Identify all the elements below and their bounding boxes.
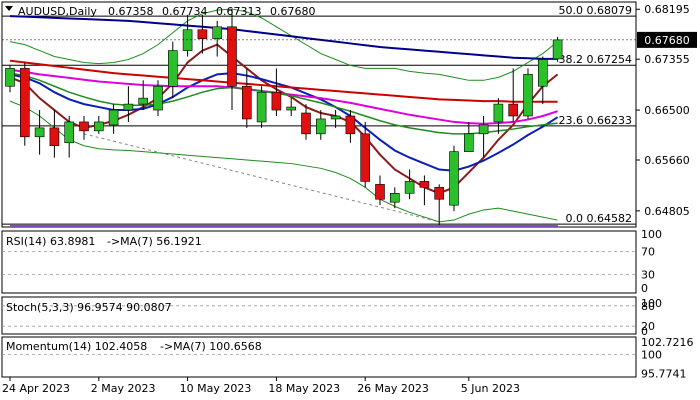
candle-body [552,39,563,60]
momentum-tick-label: 100 [641,348,662,361]
price-tick-label: 0.67355 [644,53,690,66]
candle-body [242,85,252,120]
rsi-tick-label: 30 [641,269,655,282]
momentum-tick-label: 95.7741 [641,367,687,380]
ohlc-open: 0.67358 [108,5,154,18]
candle-body [182,29,193,51]
x-tick-label: 5 Jun 2023 [461,382,520,395]
candle-body [212,26,222,39]
candle-body [404,181,415,194]
candle-body [64,121,74,144]
rsi-label: RSI(14) 63.8981 [6,235,95,248]
candle-body [389,192,400,203]
x-tick-label: 26 May 2023 [357,382,429,395]
x-tick-label: 10 May 2023 [180,382,252,395]
main-panel [1,1,637,228]
candle-body [330,115,341,120]
candle-body [493,103,504,123]
momentum-panel [1,336,637,378]
price-tick-label: 0.68195 [644,3,690,16]
candle-body [94,121,104,132]
price-tick-label: 0.64805 [644,205,690,218]
candle-body [197,29,208,39]
candle-body [375,184,385,200]
rsi-tick-label: 100 [641,228,662,241]
moving-average-line-5 [9,68,558,125]
candle-body [123,103,134,111]
main-header: AUDUSD,Daily 0.67358 0.67734 0.67313 0.6… [5,5,316,18]
candle-body [168,50,178,87]
moving-average-line-1 [9,43,559,195]
x-tick-label: 24 Apr 2023 [2,382,70,395]
candle-body [79,121,89,132]
candle-body [34,127,45,138]
x-tick-label: 2 May 2023 [91,382,156,395]
rsi-ma-label: ->MA(7) 56.1921 [107,235,202,248]
rsi-panel [1,230,637,294]
momentum-label: Momentum(14) 102.4058 [6,340,147,353]
candle-body [478,124,489,135]
candle-body [419,181,430,188]
moving-average-line-6 [9,72,558,135]
rsi-tick-label: 0 [641,282,648,295]
bollinger-lower-line [9,100,558,223]
candle-body [49,127,60,147]
price-tick-label: 0.66500 [644,104,690,117]
candle-body [315,118,326,135]
candle-body [508,103,519,117]
price-tick-label: 0.65660 [644,154,690,167]
rsi-tick-label: 70 [641,245,655,258]
x-tick-label: 18 May 2023 [268,382,340,395]
candle-body [345,115,356,135]
candle-body [434,187,445,200]
chart-title: AUDUSD,Daily [18,5,97,18]
candle-body [360,133,371,182]
ohlc-high: 0.67734 [162,5,208,18]
candle-body [227,26,237,87]
candle-body [449,151,459,206]
candle-body [463,133,474,152]
fib-label-0.0: 0.0 0.64582 [566,212,632,225]
momentum-ma-label: ->MA(7) 100.6568 [160,340,262,353]
stoch-tick-label: 80 [641,300,655,313]
moving-average-line-2 [9,72,559,172]
fib-label-23.6: 23.6 0.66233 [559,114,632,127]
candle-body [153,85,163,111]
stoch-tick-label: 20 [641,320,655,333]
stoch-tick-label: 100 [641,297,662,310]
candle-body [537,59,548,87]
trendline-dashed [83,133,440,223]
candle-body [108,109,119,126]
ohlc-low: 0.67313 [216,5,262,18]
candle-body [138,97,148,105]
candle-body [5,68,15,87]
bollinger-upper-line [9,8,558,81]
candle-body [301,112,311,135]
candle-body [271,91,282,111]
candle-body [523,74,533,117]
collapse-triangle-icon [5,6,13,11]
stoch-tick-label: 0 [641,325,648,338]
moving-average-line-4 [9,59,558,103]
current-price-box [637,31,697,48]
fib-label-50.0: 50.0 0.68079 [559,4,632,17]
candle-body [256,91,267,123]
candle-body [19,68,30,138]
stoch-panel [1,296,637,335]
candle-body [286,106,297,111]
stoch-label: Stoch(5,3,3) 96.9574 90.0807 [6,301,172,314]
current-price-label: 0.67680 [644,34,690,47]
momentum-tick-label: 102.7216 [641,336,694,349]
ohlc-close: 0.67680 [270,5,316,18]
moving-average-line-3 [9,15,558,60]
fib-label-38.2: 38.2 0.67254 [559,53,632,66]
